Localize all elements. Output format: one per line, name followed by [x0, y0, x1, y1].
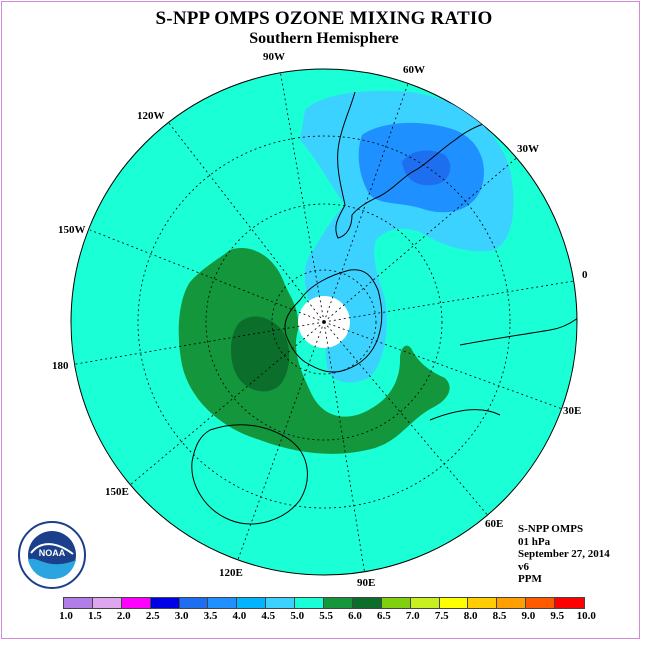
colorbar-swatch [150, 598, 180, 608]
colorbar-swatch [92, 598, 122, 608]
lon-label-90w: 90W [263, 51, 285, 63]
lon-label-60w: 60W [403, 64, 425, 76]
colorbar-swatch [237, 598, 267, 608]
lon-label-60e: 60E [485, 518, 503, 530]
colorbar-swatch [295, 598, 325, 608]
colorbar-tick-label: 8.0 [463, 610, 478, 622]
colorbar-tick-label: 4.0 [232, 610, 247, 622]
lon-label-120e: 120E [219, 567, 243, 579]
colorbar-tick-label: 3.5 [203, 610, 218, 622]
colorbar-swatch [64, 598, 93, 608]
lon-label-30w: 30W [517, 143, 539, 155]
map-subtitle: Southern Hemisphere [249, 30, 399, 47]
colorbar-tick-label: 9.0 [521, 610, 536, 622]
colorbar-swatch [468, 598, 498, 608]
colorbar-tick-label: 6.5 [377, 610, 391, 622]
pressure-level-label: 01 hPa [518, 535, 551, 548]
longitude-lines [71, 69, 577, 575]
colorbar-tick-label: 10.0 [576, 610, 596, 622]
colorbar-swatch [526, 598, 556, 608]
colorbar-swatch [179, 598, 209, 608]
colorbar-tick-label: 8.5 [492, 610, 507, 622]
colorbar-tick-label: 7.5 [434, 610, 449, 622]
instrument-label: S-NPP OMPS [518, 523, 584, 535]
lon-label-90e: 90E [357, 577, 375, 589]
colorbar-tick-label: 3.0 [174, 610, 189, 622]
south-america-outline [335, 91, 501, 239]
colorbar-tick-label: 7.0 [405, 610, 420, 622]
colorbar-swatch [121, 598, 151, 608]
colorbar-tick-label: 4.5 [261, 610, 276, 622]
plot-frame [1, 1, 640, 639]
version-label: v6 [518, 560, 529, 573]
svg-text:NOAA: NOAA [39, 548, 66, 558]
noaa-logo-icon: NOAA [18, 521, 86, 589]
colorbar-tick-label: 2.5 [145, 610, 160, 622]
colorbar-swatch [439, 598, 469, 608]
map-info: S-NPP OMPS 01 hPa September 27, 2014 v6 … [518, 523, 610, 586]
colorbar-tick-label: 5.5 [319, 610, 333, 622]
ozone-contour-5.5 [178, 248, 450, 454]
colorbar-tick-label: 6.0 [348, 610, 362, 622]
ozone-contour-6.0 [231, 316, 290, 392]
lon-label-120w: 120W [137, 110, 165, 122]
africa-outline [429, 317, 577, 421]
lon-label-150w: 150W [58, 224, 86, 236]
lon-label-150e: 150E [105, 486, 129, 498]
units-label: PPM [518, 573, 542, 585]
colorbar-swatch [410, 598, 440, 608]
map-title: S-NPP OMPS OZONE MIXING RATIO [155, 8, 493, 29]
colorbar-tick-label: 2.0 [116, 610, 131, 622]
colorbar-tick-label: 1.5 [88, 610, 102, 622]
colorbar-tick-label: 9.5 [550, 610, 565, 622]
colorbar-swatch [555, 598, 585, 608]
colorbar-tick-label: 5.0 [290, 610, 305, 622]
colorbar-swatch [208, 598, 238, 608]
latitude-circles [137, 135, 511, 509]
lon-label-30e: 30E [563, 405, 581, 417]
date-label: September 27, 2014 [518, 548, 610, 560]
antarctica-outline [284, 269, 383, 373]
colorbar-swatch [352, 598, 382, 608]
lon-label-0: 0 [582, 269, 588, 281]
colorbar-swatch [497, 598, 527, 608]
australia-outline [191, 424, 308, 525]
colorbar [63, 597, 586, 609]
colorbar-tick-label: 1.0 [59, 610, 73, 622]
lon-label-180: 180 [52, 360, 69, 372]
colorbar-swatch [266, 598, 296, 608]
colorbar-swatch [324, 598, 353, 608]
colorbar-swatch [381, 598, 411, 608]
